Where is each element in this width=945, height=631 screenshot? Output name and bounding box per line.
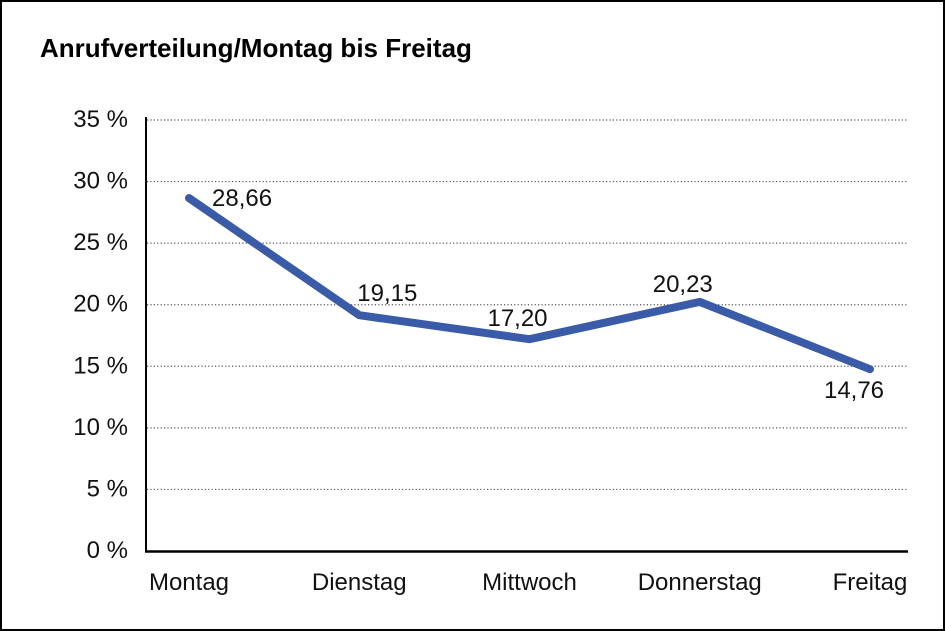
y-tick-label: 20 % (73, 291, 128, 318)
data-value-label: 19,15 (357, 280, 417, 307)
data-series-line (185, 194, 874, 374)
y-tick-label: 35 % (73, 106, 128, 133)
x-tick-label: Freitag (833, 569, 908, 596)
x-tick-label: Montag (149, 569, 229, 596)
y-tick-label: 10 % (73, 414, 128, 441)
y-tick-label: 30 % (73, 168, 128, 195)
data-value-label: 14,76 (824, 377, 884, 404)
data-value-label: 20,23 (653, 271, 713, 298)
y-tick-label: 15 % (73, 352, 128, 379)
y-tick-label: 0 % (87, 537, 128, 564)
data-value-label: 17,20 (487, 305, 547, 332)
chart-title: Anrufverteilung/Montag bis Freitag (40, 33, 472, 63)
data-value-label: 28,66 (212, 185, 272, 212)
y-tick-label: 5 % (87, 475, 128, 502)
y-tick-label: 25 % (73, 229, 128, 256)
x-tick-label: Donnerstag (638, 569, 762, 596)
x-tick-label: Mittwoch (482, 569, 577, 596)
x-tick-label: Dienstag (312, 569, 407, 596)
